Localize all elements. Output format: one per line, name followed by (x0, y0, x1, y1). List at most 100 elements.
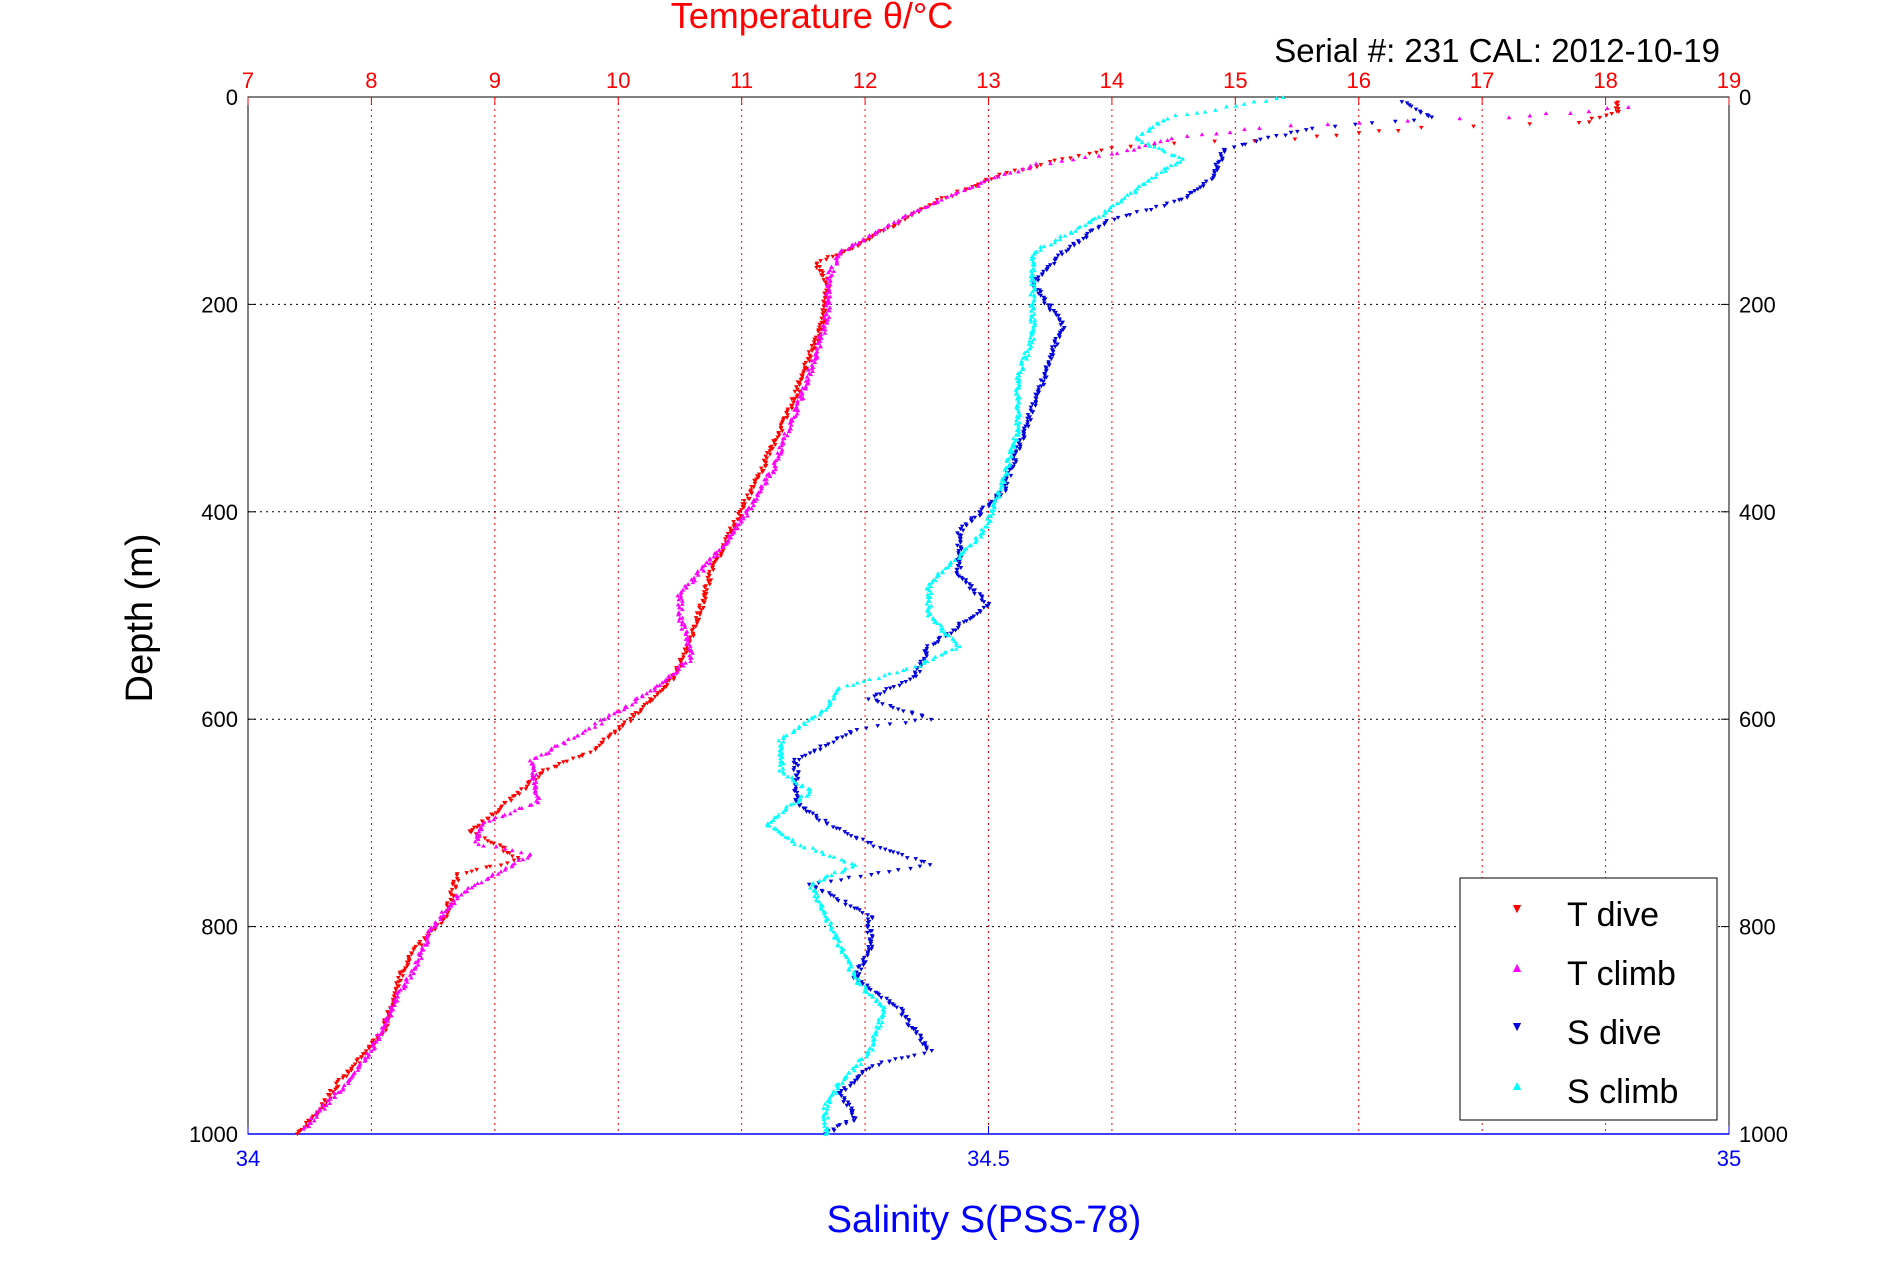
data-point (1034, 165, 1040, 170)
data-point (1016, 169, 1021, 174)
data-point (1112, 217, 1117, 222)
data-point (1028, 303, 1033, 308)
data-point (1057, 237, 1063, 242)
data-point (759, 486, 764, 491)
data-point (352, 1062, 358, 1067)
data-point (929, 590, 934, 595)
data-point (1209, 177, 1215, 182)
data-point (803, 378, 809, 383)
data-point (362, 1055, 368, 1060)
data-point (1292, 137, 1298, 142)
data-point (1096, 214, 1101, 219)
data-point (1028, 418, 1034, 423)
data-point (849, 1081, 854, 1086)
data-point (845, 832, 850, 837)
data-point (835, 1086, 841, 1091)
data-point (825, 276, 831, 281)
data-point (1145, 141, 1151, 146)
data-point (453, 886, 459, 891)
data-point (1122, 195, 1127, 200)
data-point (870, 1038, 876, 1043)
data-point (816, 818, 822, 823)
data-point (1032, 287, 1037, 292)
data-point (791, 400, 796, 405)
data-point (340, 1087, 346, 1092)
data-point (362, 1058, 367, 1063)
data-point (779, 447, 785, 452)
data-point (1004, 476, 1009, 481)
data-point (806, 882, 812, 887)
data-point (848, 962, 854, 967)
data-point (835, 1084, 841, 1089)
data-point (764, 451, 770, 456)
data-point (865, 930, 870, 935)
data-point (374, 1039, 379, 1044)
data-point (812, 346, 817, 351)
data-point (778, 755, 783, 760)
data-point (744, 493, 750, 498)
data-point (493, 815, 498, 820)
data-point (660, 680, 665, 685)
data-point (806, 350, 812, 355)
data-point (462, 889, 467, 894)
data-point (964, 619, 969, 624)
data-point (954, 642, 959, 647)
data-point (1220, 158, 1225, 163)
data-point (671, 677, 677, 682)
data-point (818, 906, 824, 911)
data-point (865, 917, 871, 922)
data-point (1021, 437, 1026, 442)
y-tick-label-left: 1000 (189, 1122, 238, 1147)
data-point (795, 795, 801, 800)
data-point (1087, 151, 1092, 156)
data-point (660, 688, 666, 693)
data-point (861, 956, 867, 961)
data-point (395, 994, 401, 999)
data-point (527, 758, 533, 763)
data-point (869, 944, 875, 949)
data-point (873, 229, 878, 234)
data-point (512, 861, 517, 866)
data-point (823, 288, 829, 293)
data-point (633, 699, 638, 704)
data-point (840, 735, 845, 740)
data-point (828, 927, 834, 932)
data-point (800, 374, 805, 379)
data-point (1013, 421, 1019, 426)
data-point (1035, 278, 1041, 283)
data-point (779, 751, 785, 756)
data-point (539, 752, 544, 757)
data-point (425, 934, 430, 939)
data-point (400, 974, 406, 979)
data-point (1134, 210, 1140, 215)
data-point (1006, 463, 1012, 468)
data-point (411, 948, 416, 953)
data-point (854, 906, 860, 911)
data-point (1109, 146, 1114, 151)
data-point (1084, 235, 1089, 240)
data-point (878, 1023, 884, 1028)
data-point (683, 636, 689, 641)
legend-marker-t-dive: ▼ (1510, 900, 1524, 916)
data-point (767, 823, 772, 828)
data-point (404, 964, 410, 969)
data-point (821, 1105, 826, 1110)
data-point (865, 925, 870, 930)
data-point (796, 757, 802, 762)
data-point (437, 914, 443, 919)
data-point (475, 837, 481, 842)
data-point (413, 960, 418, 965)
data-point (1052, 240, 1057, 245)
data-point (794, 404, 799, 409)
data-point (872, 694, 877, 699)
data-point (1184, 112, 1190, 117)
data-point (1223, 104, 1229, 109)
data-point (948, 631, 954, 636)
data-point (1028, 278, 1034, 283)
data-point (1102, 222, 1107, 227)
data-point (1059, 252, 1065, 257)
data-point (530, 773, 535, 778)
data-point (697, 605, 702, 610)
data-point (652, 688, 658, 693)
data-point (791, 760, 797, 765)
